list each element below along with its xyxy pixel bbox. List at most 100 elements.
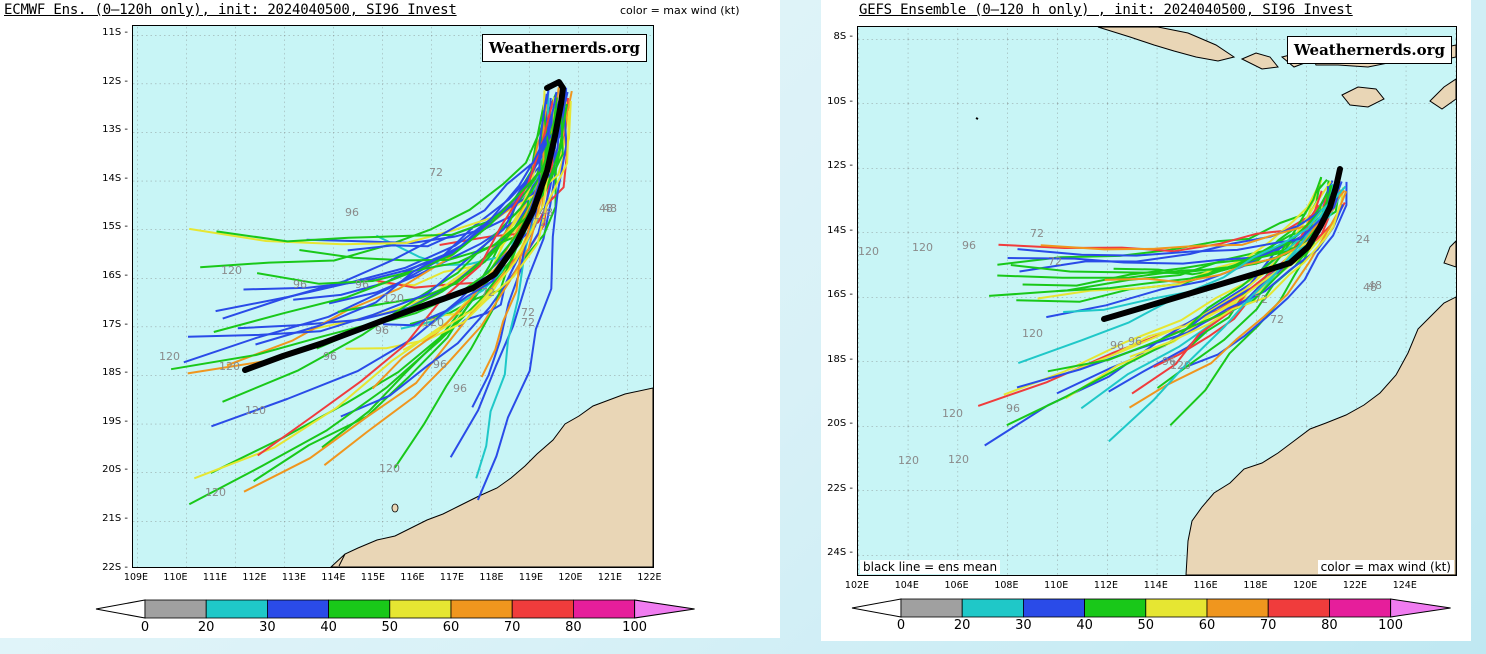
colorbar-label: 100	[1378, 618, 1403, 633]
y-tick-label: 21S -	[102, 513, 128, 524]
colorbar-label: 20	[953, 618, 971, 633]
colorbar-label: 30	[259, 620, 276, 635]
track-hour-label: 72	[429, 166, 443, 179]
colorbar-max-arrow	[634, 599, 695, 619]
x-tick-label: 120E	[558, 572, 583, 583]
y-tick-label: 14S -	[102, 172, 128, 184]
track-hour-label: 120	[205, 486, 226, 499]
colorbar-segment	[1145, 598, 1208, 618]
track-hour-label: 120	[912, 241, 933, 254]
track-hour-label: 96	[433, 358, 447, 371]
x-tick-label: 124E	[1392, 580, 1417, 591]
ensemble-track	[476, 98, 568, 501]
track-hour-label: 120	[858, 245, 879, 258]
colorbar-label: 80	[565, 620, 582, 635]
track-hour-label: 72	[1048, 255, 1062, 268]
y-tick-label: 8S -	[833, 31, 854, 42]
gefs-mean-note: black line = ens mean	[860, 560, 1001, 574]
colorbar-label: 50	[1137, 618, 1155, 633]
colorbar-label: 40	[320, 620, 337, 635]
track-hour-label: 120	[423, 316, 444, 329]
ecmwf-ensemble-mean	[242, 79, 566, 373]
x-tick-label: 115E	[360, 572, 386, 583]
x-tick-label: 112E	[1093, 580, 1119, 591]
y-tick-label: 22S -	[827, 482, 853, 494]
track-hour-label: 48	[603, 202, 617, 215]
gefs-colorbar	[851, 598, 1451, 618]
track-hour-label: 72	[521, 306, 535, 319]
ensemble-track	[345, 110, 571, 350]
track-hour-label: 96	[345, 206, 359, 219]
x-tick-label: 109E	[123, 572, 149, 583]
colorbar-segment	[961, 598, 1024, 618]
track-hour-label: 96	[355, 278, 369, 291]
ensemble-track	[1128, 190, 1348, 409]
track-hour-label: 72	[1030, 227, 1044, 240]
track-hour-label: 48	[1368, 279, 1382, 292]
x-tick-label: 122E	[1342, 580, 1368, 591]
track-hour-label: 96	[323, 350, 337, 363]
ensemble-track	[255, 91, 558, 346]
x-tick-label: 108E	[994, 580, 1019, 591]
x-tick-label: 111E	[202, 572, 228, 583]
colorbar-segment	[205, 599, 268, 619]
colorbar-label: 0	[896, 618, 906, 633]
colorbar-label: 60	[1198, 618, 1216, 633]
track-hour-label: 120	[379, 462, 400, 475]
ecmwf-color-key: color = max wind (kt)	[620, 4, 740, 17]
track-hour-label: 96	[1006, 402, 1020, 415]
x-tick-label: 102E	[844, 580, 870, 591]
colorbar-segment	[511, 599, 574, 619]
x-tick-label: 114E	[1143, 580, 1168, 591]
java-island	[1097, 27, 1236, 62]
x-tick-label: 112E	[242, 572, 267, 583]
gefs-watermark: Weathernerds.org	[1286, 36, 1452, 64]
colorbar-segment	[144, 599, 207, 619]
y-tick-label: 14S -	[827, 224, 853, 236]
track-hour-label: 72	[533, 216, 547, 229]
y-tick-label: 18S -	[827, 353, 853, 365]
x-tick-label: 113E	[281, 572, 307, 583]
x-tick-label: 122E	[637, 572, 662, 583]
track-hour-label: 120	[245, 404, 266, 417]
colorbar-label: 60	[442, 620, 460, 635]
ecmwf-colorbar	[95, 599, 695, 619]
ecmwf-hour-labels: 72 96 96 96 96 96 96 96 120 120 120 120 120 120 120 120…	[159, 166, 617, 499]
colorbar-label: 20	[197, 620, 215, 635]
y-tick-label: 22S -	[102, 561, 128, 573]
colorbar-label: 40	[1076, 618, 1093, 633]
colorbar-segment	[328, 599, 391, 619]
track-hour-label: 96	[1128, 335, 1142, 348]
colorbar-label: 70	[503, 620, 521, 635]
ensemble-track	[216, 114, 556, 243]
track-hour-label: 120	[898, 454, 919, 467]
colorbar-segment	[389, 599, 452, 619]
track-hour-label: 120	[942, 407, 963, 420]
ensemble-track	[1017, 194, 1339, 365]
ensemble-track	[1037, 179, 1323, 300]
colorbar-segment	[1267, 598, 1330, 618]
track-hour-label: 48	[1363, 281, 1377, 294]
y-tick-label: 20S -	[102, 464, 128, 476]
sumba-island	[1341, 86, 1385, 108]
ecmwf-map-svg: 72 96 96 96 96 96 96 96 120 120 120 120 120 120 120 120…	[133, 26, 653, 567]
x-tick-label: 118E	[1243, 580, 1268, 591]
gefs-title: GEFS Ensemble (0–120 h only) , init: 202…	[859, 2, 1353, 18]
track-hour-label: 120	[383, 292, 404, 305]
x-tick-label: 110E	[1044, 580, 1069, 591]
colorbar-segment	[450, 599, 513, 619]
colorbar-segment	[572, 599, 635, 619]
track-hour-label: 72	[1254, 293, 1268, 306]
y-tick-label: 16S -	[102, 270, 128, 281]
ecmwf-track-map: 72 96 96 96 96 96 96 96 120 120 120 120 120 120 120 120…	[132, 25, 654, 568]
colorbar-min-arrow	[851, 598, 902, 618]
colorbar-label: 30	[1015, 618, 1032, 633]
track-hour-label: 120	[219, 360, 240, 373]
track-hour-label: 120	[221, 264, 242, 277]
track-hour-label: 96	[375, 324, 389, 337]
colorbar-segment	[1022, 598, 1085, 618]
track-hour-label: 96	[1110, 339, 1124, 352]
gefs-ensemble-mean	[1101, 166, 1343, 322]
colorbar-label: 0	[140, 620, 150, 635]
colorbar-min-arrow	[95, 599, 146, 619]
